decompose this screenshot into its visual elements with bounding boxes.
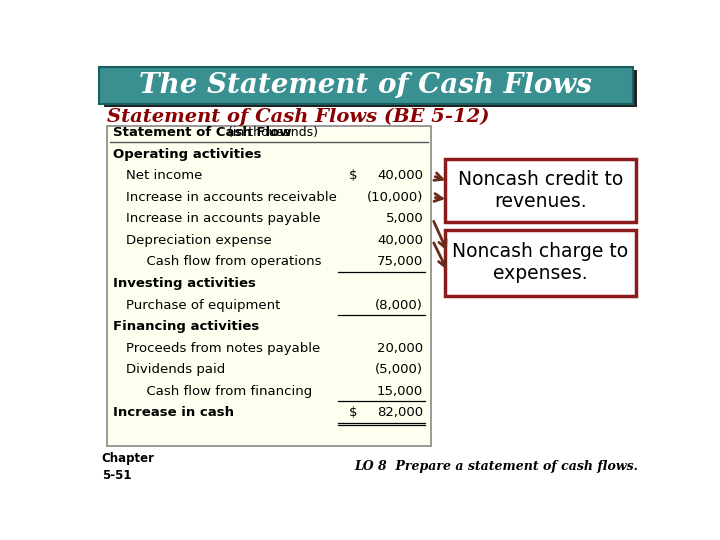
Text: 20,000: 20,000	[377, 342, 423, 355]
Text: (10,000): (10,000)	[367, 191, 423, 204]
Text: 82,000: 82,000	[377, 406, 423, 420]
Text: Proceeds from notes payable: Proceeds from notes payable	[126, 342, 320, 355]
Text: Depreciation expense: Depreciation expense	[126, 234, 271, 247]
Text: Dividends paid: Dividends paid	[126, 363, 225, 376]
Text: $: $	[349, 406, 358, 420]
FancyBboxPatch shape	[99, 67, 632, 104]
Text: Statement of Cash Flows (BE 5-12): Statement of Cash Flows (BE 5-12)	[107, 108, 490, 126]
FancyBboxPatch shape	[445, 230, 636, 296]
Text: $: $	[349, 169, 358, 182]
Text: (8,000): (8,000)	[375, 299, 423, 312]
FancyBboxPatch shape	[107, 126, 431, 446]
Text: LO 8  Prepare a statement of cash flows.: LO 8 Prepare a statement of cash flows.	[355, 460, 639, 473]
Text: Purchase of equipment: Purchase of equipment	[126, 299, 280, 312]
Text: 40,000: 40,000	[377, 234, 423, 247]
Text: Cash flow from operations: Cash flow from operations	[138, 255, 322, 268]
FancyBboxPatch shape	[445, 159, 636, 222]
Text: Statement of Cash Flow: Statement of Cash Flow	[113, 126, 292, 139]
Text: Increase in cash: Increase in cash	[113, 406, 234, 420]
Text: Chapter
5-51: Chapter 5-51	[102, 452, 155, 482]
Text: Financing activities: Financing activities	[113, 320, 259, 333]
Text: Investing activities: Investing activities	[113, 277, 256, 290]
Text: 5,000: 5,000	[385, 212, 423, 225]
Text: Noncash charge to
expenses.: Noncash charge to expenses.	[452, 242, 629, 283]
Text: Cash flow from financing: Cash flow from financing	[138, 385, 312, 398]
Text: 40,000: 40,000	[377, 169, 423, 182]
Text: (in thousands): (in thousands)	[224, 126, 318, 139]
Text: Increase in accounts payable: Increase in accounts payable	[126, 212, 320, 225]
Text: Net income: Net income	[126, 169, 202, 182]
Text: 75,000: 75,000	[377, 255, 423, 268]
Text: Operating activities: Operating activities	[113, 147, 262, 160]
Text: 15,000: 15,000	[377, 385, 423, 398]
Text: Noncash credit to
revenues.: Noncash credit to revenues.	[458, 170, 623, 211]
Text: The Statement of Cash Flows: The Statement of Cash Flows	[140, 72, 593, 99]
FancyBboxPatch shape	[104, 70, 637, 107]
Text: (5,000): (5,000)	[375, 363, 423, 376]
Text: Increase in accounts receivable: Increase in accounts receivable	[126, 191, 336, 204]
